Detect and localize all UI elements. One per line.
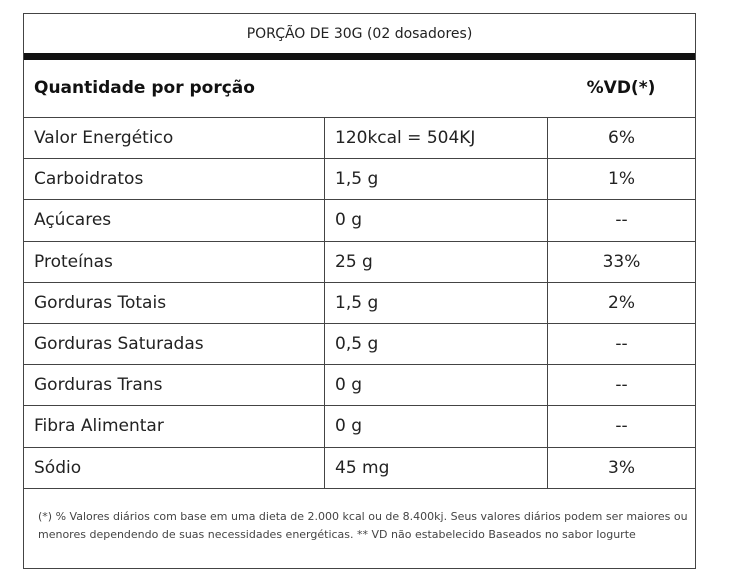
nutrient-name: Valor Energético (34, 128, 174, 149)
nutrient-name: Carboidratos (34, 169, 144, 190)
nutrient-daily-value: 2% (547, 282, 695, 323)
nutrient-row: Valor Energético 120kcal = 504KJ 6% (24, 118, 695, 160)
nutrient-row: Gorduras Trans 0 g -- (24, 365, 695, 407)
nutrient-row: Proteínas 25 g 33% (24, 241, 695, 283)
daily-value-header: %VD(*) (586, 78, 656, 98)
nutrient-amount: 45 mg (324, 447, 547, 488)
nutrient-name: Açúcares (34, 210, 112, 231)
nutrient-name: Fibra Alimentar (34, 416, 164, 437)
nutrient-amount: 0,5 g (324, 323, 547, 365)
nutrient-row: Fibra Alimentar 0 g -- (24, 406, 695, 448)
nutrient-daily-value: 33% (547, 241, 695, 282)
column-header-row: Quantidade por porção %VD(*) (24, 60, 695, 118)
nutrient-row: Sódio 45 mg 3% (24, 447, 695, 489)
nutrient-amount: 25 g (324, 241, 547, 282)
nutrient-name: Gorduras Trans (34, 375, 163, 396)
nutrient-daily-value: -- (547, 323, 695, 365)
nutrient-amount: 0 g (324, 365, 547, 406)
quantity-per-serving-label: Quantidade por porção (34, 78, 255, 98)
nutrient-row: Carboidratos 1,5 g 1% (24, 159, 695, 201)
nutrient-name: Sódio (34, 457, 82, 478)
thick-divider (24, 53, 695, 60)
nutrient-row: Gorduras Totais 1,5 g 2% (24, 282, 695, 324)
nutrient-name: Proteínas (34, 251, 113, 272)
nutrient-row: Gorduras Saturadas 0,5 g -- (24, 323, 695, 366)
nutrient-amount: 1,5 g (324, 159, 547, 200)
nutrient-amount: 0 g (324, 406, 547, 447)
footnote: (*) % Valores diários com base em uma di… (38, 510, 688, 541)
nutrient-name: Gorduras Saturadas (34, 334, 204, 355)
nutrient-daily-value: -- (547, 406, 695, 447)
nutrient-daily-value: 6% (547, 118, 695, 159)
nutrient-daily-value: 3% (547, 447, 695, 488)
nutrient-daily-value: -- (547, 200, 695, 241)
nutrient-amount: 120kcal = 504KJ (324, 118, 547, 159)
serving-size-header: PORÇÃO DE 30G (02 dosadores) (246, 26, 473, 42)
nutrient-rows: Valor Energético 120kcal = 504KJ 6% Carboid… (24, 118, 695, 489)
nutrition-facts-table: PORÇÃO DE 30G (02 dosadores) Quantidade … (23, 13, 696, 569)
nutrient-row: Açúcares 0 g -- (24, 200, 695, 242)
nutrient-amount: 0 g (324, 200, 547, 241)
nutrient-name: Gorduras Totais (34, 292, 167, 313)
nutrient-amount: 1,5 g (324, 282, 547, 323)
nutrient-daily-value: -- (547, 365, 695, 406)
nutrient-daily-value: 1% (547, 159, 695, 200)
